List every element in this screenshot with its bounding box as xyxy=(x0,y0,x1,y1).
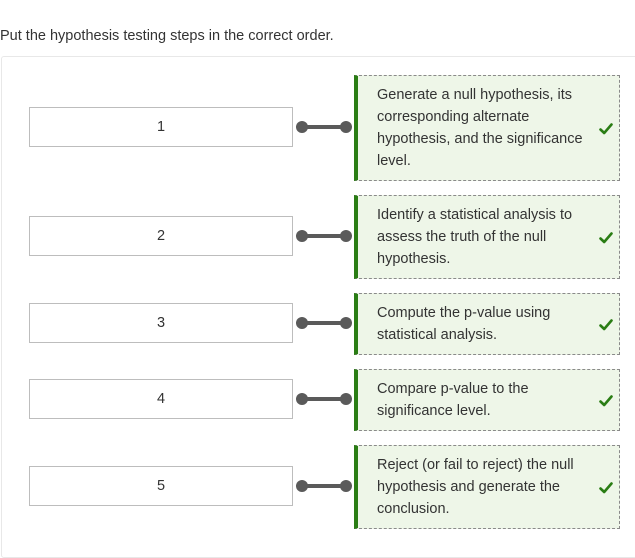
answer-card-1[interactable]: Generate a null hypothesis, its correspo… xyxy=(354,75,620,181)
connector-handle-icon[interactable] xyxy=(294,119,354,135)
answer-card-4[interactable]: Compare p-value to the significance leve… xyxy=(354,369,620,431)
connector-handle-icon[interactable] xyxy=(294,478,354,494)
connector-handle-icon[interactable] xyxy=(294,228,354,244)
answer-text-2: Identify a statistical analysis to asses… xyxy=(377,207,573,267)
answer-card-5[interactable]: Reject (or fail to reject) the null hypo… xyxy=(354,445,620,529)
order-slot-3[interactable]: 3 xyxy=(29,303,293,343)
answer-text-1: Generate a null hypothesis, its correspo… xyxy=(377,87,583,169)
order-slot-2[interactable]: 2 xyxy=(29,216,293,256)
order-slot-5[interactable]: 5 xyxy=(29,466,293,506)
order-slot-4[interactable]: 4 xyxy=(29,379,293,419)
answer-text-4: Compare p-value to the significance leve… xyxy=(377,381,529,419)
answer-card-3[interactable]: Compute the p-value using statistical an… xyxy=(354,293,620,355)
check-icon xyxy=(599,319,613,331)
order-slot-1[interactable]: 1 xyxy=(29,107,293,147)
answer-text-3: Compute the p-value using statistical an… xyxy=(377,305,551,343)
check-icon xyxy=(599,482,613,494)
answer-card-2[interactable]: Identify a statistical analysis to asses… xyxy=(354,195,620,279)
check-icon xyxy=(599,395,613,407)
question-prompt: Put the hypothesis testing steps in the … xyxy=(0,28,334,44)
check-icon xyxy=(599,232,613,244)
connector-handle-icon[interactable] xyxy=(294,391,354,407)
check-icon xyxy=(599,123,613,135)
connector-handle-icon[interactable] xyxy=(294,315,354,331)
answer-text-5: Reject (or fail to reject) the null hypo… xyxy=(377,457,574,517)
